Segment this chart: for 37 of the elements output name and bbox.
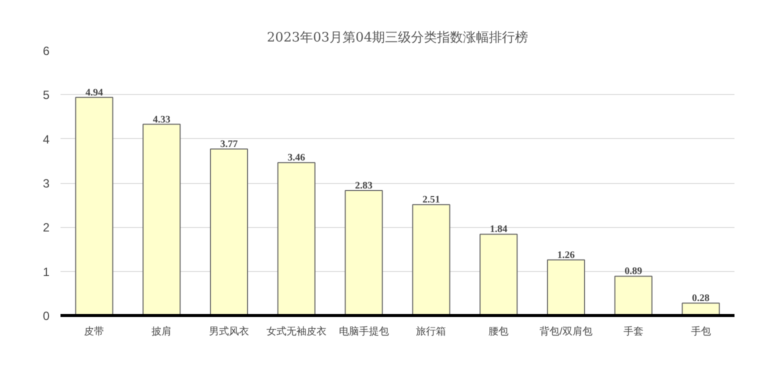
bar [344, 190, 383, 316]
y-tick-label: 2 [42, 220, 50, 235]
y-tick-label: 3 [42, 176, 50, 190]
x-tick-label: 皮带 [84, 326, 104, 338]
x-tick-label: 腰包 [488, 326, 509, 338]
bar [412, 204, 450, 316]
x-tick-label: 披肩 [152, 326, 172, 338]
y-tick-label: 1 [42, 264, 50, 279]
chart-title: 2023年03月第04期三级分类指数涨幅排行榜 [266, 30, 528, 46]
x-tick-label: 手套 [623, 326, 644, 338]
y-tick-label: 4 [42, 132, 50, 146]
data-label: 3.46 [288, 152, 306, 164]
data-label: 0.28 [692, 293, 710, 304]
data-label: 1.26 [557, 250, 575, 261]
x-tick-label: 男式风衣 [209, 326, 249, 338]
data-label: 2.51 [422, 194, 440, 206]
x-tick-label: 手包 [690, 326, 711, 338]
bar [480, 234, 518, 316]
y-tick-label: 0 [42, 309, 50, 323]
x-tick-label: 女式无袖皮衣 [266, 326, 326, 338]
data-label: 0.89 [624, 266, 642, 278]
data-label: 4.33 [152, 114, 170, 126]
data-label: 3.77 [220, 138, 238, 150]
bar [277, 162, 316, 316]
x-tick-label: 背包/双肩包 [540, 326, 592, 338]
bar [546, 259, 586, 316]
y-tick-label: 5 [42, 88, 50, 102]
data-label: 2.83 [355, 180, 373, 192]
bar [142, 124, 181, 316]
data-label: 4.94 [85, 87, 103, 98]
bar [210, 148, 248, 316]
x-tick-label: 电脑手提包 [338, 326, 389, 338]
x-tick-label: 旅行箱 [416, 326, 446, 338]
y-tick-label: 6 [42, 44, 50, 58]
bar [75, 96, 114, 316]
bar [614, 276, 652, 316]
data-label: 1.84 [490, 224, 508, 236]
